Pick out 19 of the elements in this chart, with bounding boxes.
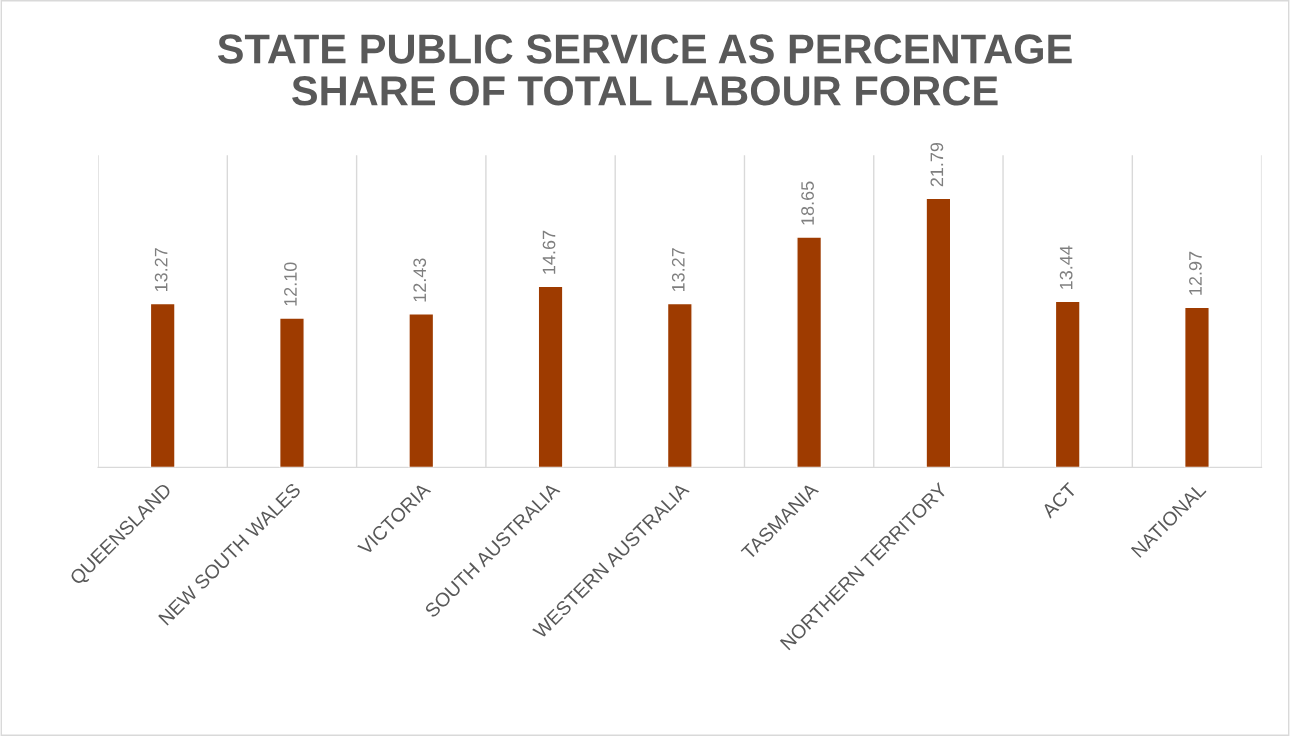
data-label: 18.65 [801,181,814,225]
data-label: 12.10 [284,262,297,306]
bar [796,236,823,468]
bar [537,285,564,468]
bar [1183,306,1210,468]
data-label: 12.43 [413,258,427,302]
bar [925,197,952,468]
bar [278,317,305,468]
data-label: 21.79 [930,142,944,187]
bar [666,302,693,468]
data-label: 13.27 [671,248,685,292]
data-label: 14.67 [542,230,556,274]
chart-title: STATE PUBLIC SERVICE AS PERCENTAGE SHARE OF TOTAL LABOUR FORCE [217,34,1072,106]
data-label: 12.97 [1189,251,1202,295]
data-label: 13.44 [1059,245,1073,289]
bar [408,313,435,468]
data-label: 13.27 [154,248,168,292]
bar [149,302,176,468]
bar [1054,300,1081,468]
